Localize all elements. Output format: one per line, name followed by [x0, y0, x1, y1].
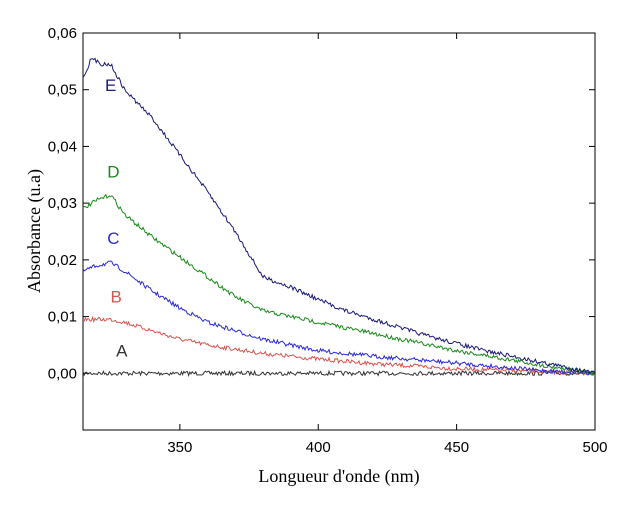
x-tick-label: 350: [167, 439, 192, 456]
y-tick-label: 0,01: [48, 309, 77, 326]
series-label-e: E: [105, 76, 116, 95]
x-tick-label: 500: [582, 439, 607, 456]
series-label-b: B: [111, 287, 122, 306]
plot-frame: [82, 32, 596, 431]
y-tick-label: 0,02: [48, 252, 77, 269]
y-axis-title: Absorbance (u.a): [24, 169, 45, 293]
y-tick-label: 0,03: [48, 195, 77, 212]
series-line-b: [82, 315, 595, 376]
x-tick-label: 400: [306, 439, 331, 456]
series-line-e: [82, 57, 595, 375]
y-tick-label: 0,05: [48, 82, 77, 99]
series-line-a: [82, 369, 595, 377]
series-line-c: [82, 260, 595, 376]
axis-ticks: 350 400 450 500 0,00 0,01 0,02 0,03 0,04 0,05 0,06: [48, 25, 608, 456]
y-tick-label: 0,04: [48, 138, 77, 155]
y-tick-label: 0,06: [48, 25, 77, 42]
y-tick-label: 0,00: [48, 365, 77, 382]
series-line-d: [82, 193, 595, 376]
x-tick-label: 450: [444, 439, 469, 456]
series-label-a: A: [116, 341, 128, 360]
x-axis-title: Longueur d'onde (nm): [258, 466, 419, 487]
series-label-d: D: [107, 163, 119, 182]
series-label-c: C: [107, 229, 119, 248]
series-layer: A B C D E: [82, 57, 595, 377]
